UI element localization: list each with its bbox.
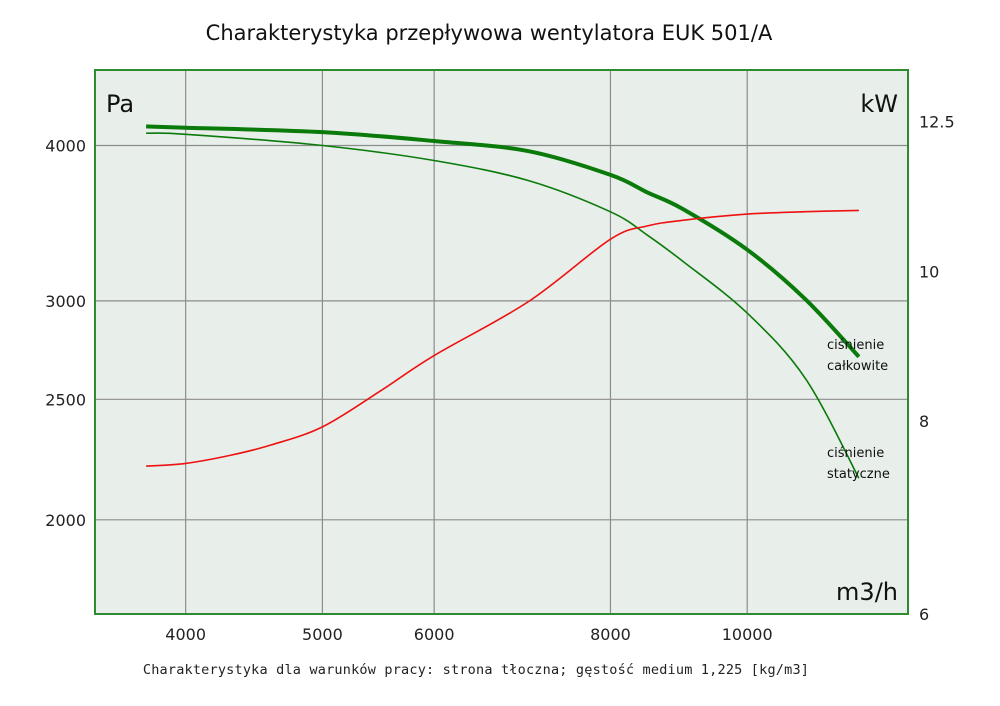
y-right-tick-label-6: 6 — [919, 605, 929, 624]
y-left-unit-label: Pa — [106, 90, 134, 118]
y-left-tick-label-3000: 3000 — [45, 292, 86, 311]
total-pressure-curve — [146, 124, 861, 359]
plot-area — [95, 70, 908, 614]
y-left-tick-labels: 2000 2500 3000 4000 — [45, 136, 86, 529]
y-left-tick-label-2000: 2000 — [45, 511, 86, 530]
label-total-pressure-line2: całkowite — [827, 359, 888, 374]
footnote: Charakterystyka dla warunków pracy: stro… — [143, 662, 809, 678]
plot-frame — [94, 69, 909, 615]
label-total-pressure: ciśnienie całkowite — [827, 338, 888, 374]
label-static-pressure: ciśnienie statyczne — [827, 446, 890, 482]
power-curve — [146, 209, 859, 467]
y-right-tick-label-10: 10 — [919, 262, 939, 281]
label-static-pressure-line2: statyczne — [827, 467, 890, 482]
label-static-pressure-line1: ciśnienie — [827, 446, 884, 461]
y-right-tick-label-8: 8 — [919, 412, 929, 431]
y-right-tick-label-12_5: 12.5 — [919, 113, 955, 132]
x-tick-label-8000: 8000 — [590, 625, 631, 644]
x-unit-label: m3/h — [836, 578, 898, 606]
y-right-tick-labels: 6 8 10 12.5 — [919, 113, 955, 624]
label-total-pressure-line1: ciśnienie — [827, 338, 884, 353]
x-tick-labels: 4000 5000 6000 8000 10000 — [165, 625, 772, 644]
series-group — [146, 124, 861, 479]
y-right-unit-label: kW — [860, 90, 898, 118]
x-tick-label-6000: 6000 — [414, 625, 455, 644]
static-pressure-curve — [146, 132, 860, 479]
x-tick-label-4000: 4000 — [165, 625, 206, 644]
y-left-tick-label-2500: 2500 — [45, 390, 86, 409]
y-left-tick-label-4000: 4000 — [45, 136, 86, 155]
chart-title: Charakterystyka przepływowa wentylatora … — [206, 21, 773, 45]
x-tick-label-5000: 5000 — [302, 625, 343, 644]
x-tick-label-10000: 10000 — [722, 625, 773, 644]
